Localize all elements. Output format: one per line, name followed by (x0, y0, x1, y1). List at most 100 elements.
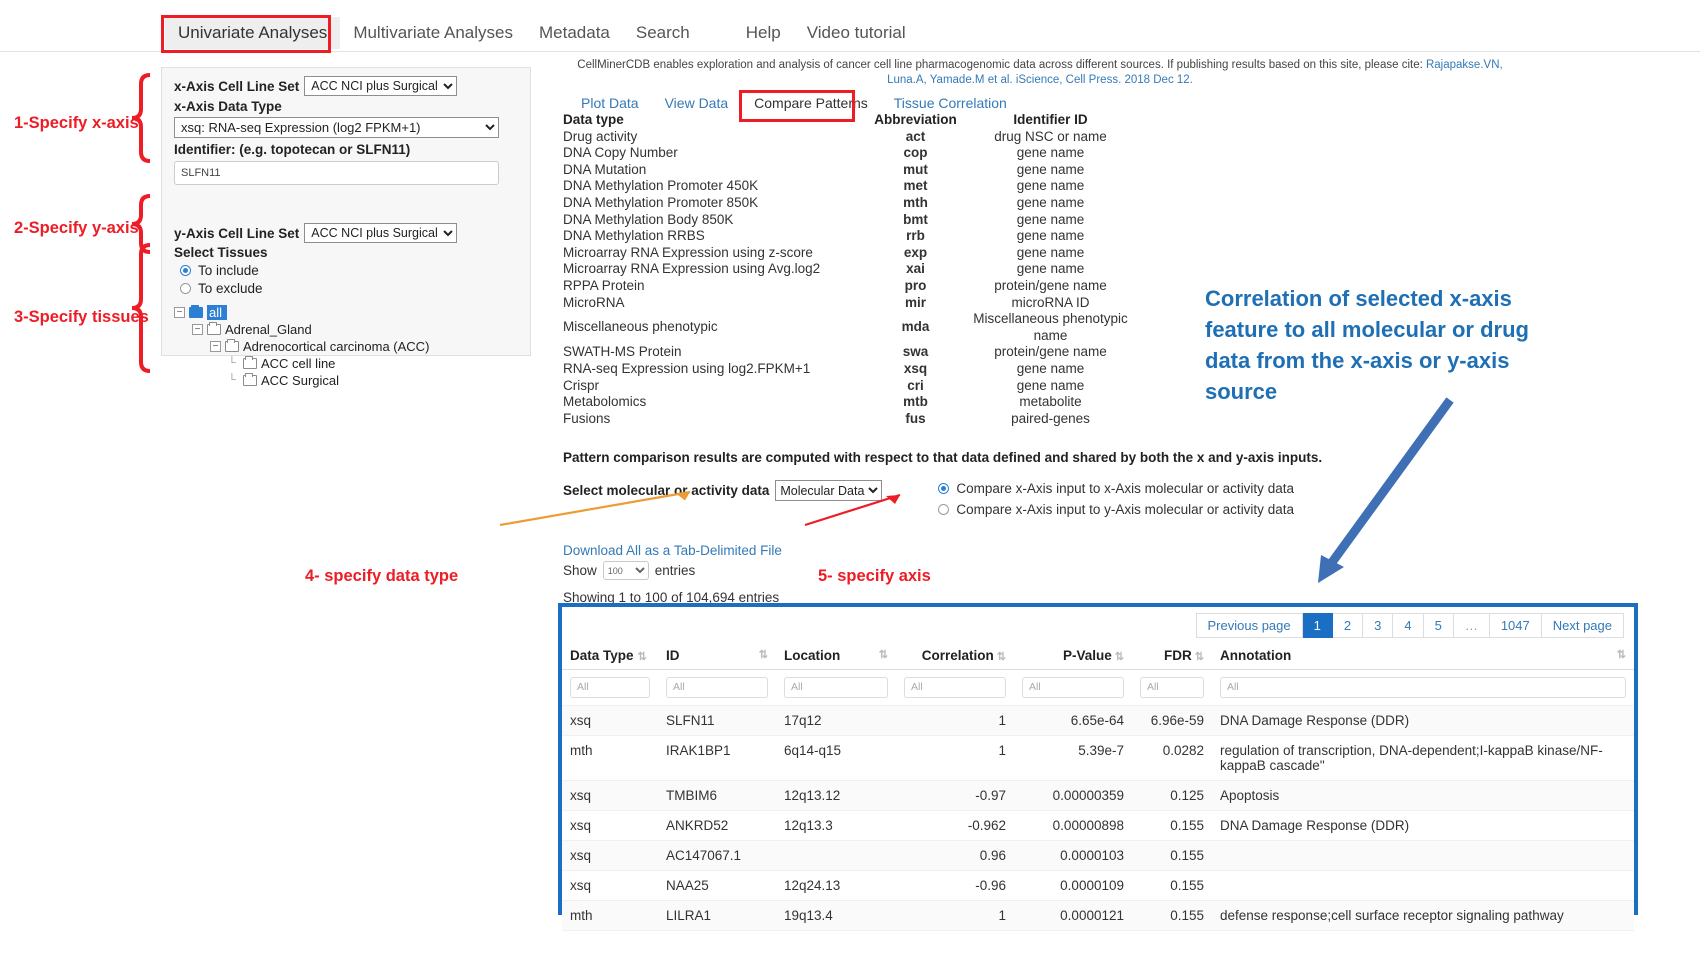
annotation-step-3: 3-Specify tissues (14, 308, 149, 326)
tree-item-acc-cell-line[interactable]: └ ACC cell line (228, 355, 518, 372)
show-entries-select[interactable]: 100 (602, 561, 649, 580)
cell-data-type: xsq (562, 780, 658, 811)
abbrev-row: Crispr cri gene name (563, 378, 1133, 395)
column-header-location[interactable]: Location ⇅ (776, 642, 896, 670)
cell-pvalue: 0.0000121 (1014, 900, 1132, 931)
collapse-icon[interactable]: − (210, 341, 221, 352)
column-filter-input[interactable]: All (1220, 677, 1626, 698)
cell-id: TMBIM6 (658, 780, 776, 811)
abbrev-row: DNA Methylation Promoter 850K mth gene nam… (563, 195, 1133, 212)
table-row[interactable]: mth LILRA1 19q13.4 1 0.0000121 0.155 defense r… (562, 900, 1634, 931)
abbrev-row: Metabolomics mtb metabolite (563, 394, 1133, 411)
nav-item-univariate-analyses[interactable]: Univariate Analyses (165, 16, 341, 49)
molecular-data-label: Select molecular or activity data (563, 483, 770, 498)
cell-id: NAA25 (658, 870, 776, 901)
column-filter-input[interactable]: All (666, 677, 768, 698)
abbrev-cell: Microarray RNA Expression using Avg.log2 (563, 261, 821, 277)
nav-item-multivariate-analyses[interactable]: Multivariate Analyses (353, 22, 513, 42)
column-filter-input[interactable]: All (1022, 677, 1124, 698)
subtab-tissue-correlation[interactable]: Tissue Correlation (893, 95, 1007, 111)
cell-annotation: regulation of transcription, DNA-depende… (1212, 735, 1634, 781)
y-axis-cellline-row: y-Axis Cell Line Set ACC NCI plus Surgic… (174, 223, 518, 243)
annotation-step-2: 2-Specify y-axis (14, 219, 139, 237)
cell-fdr: 0.155 (1132, 810, 1212, 841)
cell-fdr: 0.155 (1132, 870, 1212, 901)
pagination-page-4[interactable]: 4 (1393, 613, 1424, 638)
download-all-link[interactable]: Download All as a Tab-Delimited File (563, 543, 782, 558)
column-header-fdr[interactable]: FDR ⇅ (1132, 642, 1212, 670)
abbrev-cell: fus (905, 410, 926, 426)
collapse-icon[interactable]: − (174, 307, 185, 318)
radio-compare-x-to-y[interactable]: Compare x-Axis input to y-Axis molecular… (938, 502, 1294, 517)
x-axis-cellline-select[interactable]: ACC NCI plus Surgical (304, 76, 458, 96)
cell-correlation: 1 (896, 735, 1014, 781)
molecular-data-select[interactable]: Molecular Data (775, 480, 883, 501)
pagination-next[interactable]: Next page (1541, 613, 1624, 638)
radio-to-exclude[interactable]: To exclude (180, 281, 518, 296)
tree-item-all[interactable]: − all (174, 304, 518, 321)
subtab-compare-patterns[interactable]: Compare Patterns (754, 95, 868, 111)
nav-item-search[interactable]: Search (635, 22, 690, 42)
nav-item-video-tutorial[interactable]: Video tutorial (806, 22, 906, 42)
abbrev-cell: gene name (1016, 244, 1085, 260)
pagination-page-2[interactable]: 2 (1332, 613, 1364, 638)
subtab-view-data[interactable]: View Data (664, 95, 729, 111)
column-header-annotation[interactable]: Annotation ⇅ (1212, 642, 1634, 670)
column-filter-input[interactable]: All (570, 677, 650, 698)
radio-compare-x-to-x-label: Compare x-Axis input to x-Axis molecular… (956, 481, 1294, 496)
column-header-pvalue[interactable]: P-Value ⇅ (1014, 642, 1132, 670)
main-navbar: Univariate Analyses Multivariate Analyse… (0, 14, 1700, 52)
subtab-plot-data[interactable]: Plot Data (581, 95, 639, 111)
column-filter-input[interactable]: All (1140, 677, 1204, 698)
tree-item-acc-surgical[interactable]: └ ACC Surgical (228, 372, 518, 389)
identifier-label: Identifier: (e.g. topotecan or SLFN11) (174, 142, 411, 157)
column-header-id[interactable]: ID ⇅ (658, 642, 776, 670)
abbrev-cell: mda (901, 319, 930, 335)
cell-location: 19q13.4 (776, 900, 896, 931)
pagination-page-1[interactable]: 1 (1302, 613, 1333, 638)
cell-pvalue: 0.0000103 (1014, 840, 1132, 871)
column-header-correlation[interactable]: Correlation ⇅ (896, 642, 1014, 670)
abbrev-cell: gene name (1016, 228, 1085, 244)
abbrev-cell: Miscellaneous phenotypic (563, 319, 718, 335)
pagination-previous[interactable]: Previous page (1195, 613, 1303, 638)
cell-data-type: xsq (562, 840, 658, 871)
cell-location (776, 840, 896, 871)
nav-item-metadata[interactable]: Metadata (539, 22, 610, 42)
pagination-page-5[interactable]: 5 (1423, 613, 1454, 638)
column-filter-cell: All (776, 669, 896, 706)
cell-data-type: xsq (562, 870, 658, 901)
collapse-icon[interactable]: − (192, 324, 203, 335)
column-filter-cell: All (658, 669, 776, 706)
tree-item-acc[interactable]: − Adrenocortical carcinoma (ACC) (210, 338, 518, 355)
table-row[interactable]: xsq ANKRD52 12q13.3 -0.962 0.00000898 0.155 DN… (562, 810, 1634, 841)
abbrev-row: MicroRNA mir microRNA ID (563, 295, 1133, 312)
folder-icon (243, 373, 257, 386)
table-row[interactable]: xsq NAA25 12q24.13 -0.96 0.0000109 0.155 (562, 870, 1634, 901)
column-filter-input[interactable]: All (904, 677, 1006, 698)
abbrev-cell: protein/gene name (994, 277, 1107, 293)
identifier-input[interactable] (174, 161, 499, 185)
abbrev-cell: gene name (1016, 360, 1085, 376)
pagination-page-last[interactable]: 1047 (1489, 613, 1542, 638)
column-header-data-type[interactable]: Data Type ⇅ (562, 642, 658, 670)
compare-axis-radio-group: Compare x-Axis input to x-Axis molecular… (938, 481, 1294, 523)
abbrev-cell: gene name (1016, 161, 1085, 177)
abbrev-cell: xai (906, 261, 925, 277)
citation-link[interactable]: Rajapakse.VN, Luna.A, Yamade.M et al. iS… (887, 59, 1503, 86)
table-row[interactable]: xsq AC147067.1 0.96 0.0000103 0.155 (562, 840, 1634, 871)
pagination-page-3[interactable]: 3 (1363, 613, 1394, 638)
radio-compare-x-to-x[interactable]: Compare x-Axis input to x-Axis molecular… (938, 481, 1294, 496)
table-row[interactable]: mth IRAK1BP1 6q14-q15 1 5.39e-7 0.0282 regulat… (562, 735, 1634, 781)
tree-item-adrenal-gland[interactable]: − Adrenal_Gland (192, 321, 518, 338)
column-filter-input[interactable]: All (784, 677, 888, 698)
y-axis-cellline-select[interactable]: ACC NCI plus Surgical (304, 223, 458, 243)
column-filter-row: All All All All All All All (562, 669, 1634, 706)
radio-to-exclude-icon (180, 283, 191, 294)
table-row[interactable]: xsq TMBIM6 12q13.12 -0.97 0.00000359 0.125 Apo… (562, 780, 1634, 811)
x-axis-datatype-select[interactable]: xsq: RNA-seq Expression (log2 FPKM+1) (174, 117, 499, 138)
radio-to-include[interactable]: To include (180, 263, 518, 278)
nav-item-help[interactable]: Help (745, 22, 781, 42)
x-axis-cellline-label: x-Axis Cell Line Set (174, 78, 300, 94)
table-row[interactable]: xsq SLFN11 17q12 1 6.65e-64 6.96e-59 DNA Damag… (562, 705, 1634, 736)
